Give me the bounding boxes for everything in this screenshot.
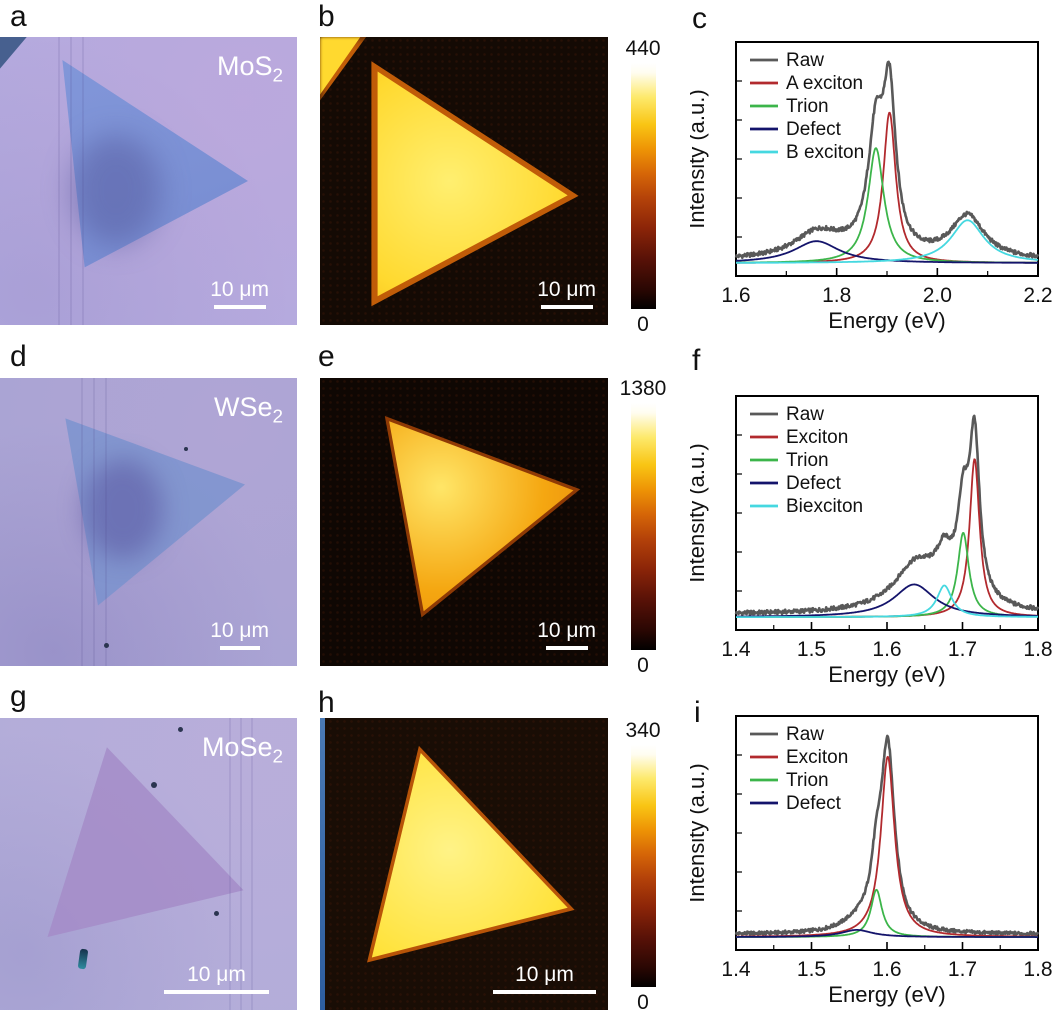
debris-speck: [77, 948, 89, 970]
svg-text:Raw: Raw: [786, 404, 824, 425]
particle-speck: [103, 642, 109, 648]
pl-map-wse2: 10 μm: [320, 378, 608, 666]
svg-text:Defect: Defect: [786, 119, 842, 140]
panel-letter-e: e: [318, 340, 335, 373]
svg-text:Trion: Trion: [786, 96, 829, 117]
contrast-blotch: [71, 134, 162, 245]
panel-letter-f: f: [692, 344, 701, 377]
svg-text:B exciton: B exciton: [786, 142, 864, 163]
substrate-streaks: [47, 37, 90, 325]
scale-bar: 10 μm: [210, 620, 269, 650]
particle-speck: [213, 910, 219, 916]
optical-image-mos2: MoS2 10 μm: [0, 37, 297, 325]
svg-text:Trion: Trion: [786, 770, 829, 791]
svg-text:Energy (eV): Energy (eV): [828, 982, 945, 1007]
colorbar-gradient: [630, 403, 656, 650]
substrate-streaks: [71, 378, 107, 666]
colorbar-max: 340: [625, 719, 661, 742]
svg-text:1.6: 1.6: [721, 284, 750, 307]
colorbar-gradient: [630, 745, 656, 987]
svg-text:Trion: Trion: [786, 450, 829, 471]
colorbar-min: 0: [637, 654, 649, 677]
scale-bar: 10 μm: [537, 620, 596, 650]
svg-text:Raw: Raw: [786, 50, 824, 71]
scale-bar: 10 μm: [493, 964, 596, 994]
scale-bar-line: [540, 305, 593, 309]
optical-image-wse2: WSe2 10 μm: [0, 378, 297, 666]
colorbar-wse2: 1380 0: [618, 376, 668, 680]
scale-bar: 10 μm: [210, 279, 269, 309]
colorbar-mose2: 340 0: [618, 718, 668, 1017]
panel-letter-h: h: [318, 686, 335, 719]
colorbar-mos2: 440 0: [618, 36, 668, 339]
svg-text:1.4: 1.4: [721, 958, 751, 981]
particle-speck: [151, 782, 158, 789]
svg-text:Raw: Raw: [786, 724, 824, 745]
svg-text:Intensity (a.u.): Intensity (a.u.): [690, 89, 709, 228]
panel-letter-g: g: [10, 680, 27, 713]
svg-text:1.5: 1.5: [797, 638, 826, 661]
scale-bar-line: [219, 646, 260, 650]
colorbar-min: 0: [637, 991, 649, 1014]
svg-text:1.4: 1.4: [721, 638, 751, 661]
scale-bar: 10 μm: [164, 964, 269, 994]
svg-text:Energy (eV): Energy (eV): [828, 308, 945, 333]
svg-text:1.7: 1.7: [948, 638, 977, 661]
svg-text:Defect: Defect: [786, 473, 842, 494]
scale-bar: 10 μm: [537, 279, 596, 309]
svg-text:2.0: 2.0: [923, 284, 952, 307]
svg-text:Biexciton: Biexciton: [786, 496, 863, 517]
svg-text:A exciton: A exciton: [786, 73, 863, 94]
svg-text:Intensity (a.u.): Intensity (a.u.): [690, 443, 709, 582]
pl-map-mose2: 10 μm: [320, 718, 608, 1010]
scale-bar-line: [493, 990, 596, 994]
optical-image-mose2: MoSe2 10 μm: [0, 718, 297, 1010]
panel-letter-c: c: [692, 2, 707, 35]
svg-text:1.8: 1.8: [1023, 638, 1052, 661]
svg-text:1.8: 1.8: [822, 284, 851, 307]
svg-text:1.6: 1.6: [872, 958, 901, 981]
svg-text:Energy (eV): Energy (eV): [828, 662, 945, 687]
svg-text:2.2: 2.2: [1023, 284, 1052, 307]
substrate-streaks: [219, 718, 262, 1010]
contrast-blotch: [83, 458, 164, 559]
svg-text:1.7: 1.7: [948, 958, 977, 981]
svg-text:Exciton: Exciton: [786, 747, 848, 768]
colorbar-max: 1380: [619, 377, 667, 400]
scale-bar-line: [213, 305, 266, 309]
svg-text:Intensity (a.u.): Intensity (a.u.): [690, 763, 709, 902]
particle-speck: [178, 726, 184, 732]
svg-text:Defect: Defect: [786, 793, 842, 814]
edge-artifact-stripe: [320, 718, 325, 1010]
colorbar-max: 440: [625, 37, 661, 60]
svg-text:1.6: 1.6: [872, 638, 901, 661]
material-label-mose2: MoSe2: [201, 732, 283, 768]
panel-letter-i: i: [694, 696, 701, 729]
scale-bar-line: [164, 990, 269, 994]
svg-text:1.5: 1.5: [797, 958, 826, 981]
particle-speck: [184, 447, 189, 452]
svg-text:Exciton: Exciton: [786, 427, 848, 448]
colorbar-gradient: [630, 63, 656, 309]
svg-text:1.8: 1.8: [1023, 958, 1052, 981]
colorbar-min: 0: [637, 313, 649, 336]
panel-letter-d: d: [10, 340, 27, 373]
panel-letter-b: b: [318, 0, 335, 33]
pl-map-mos2: 10 μm: [320, 37, 608, 325]
material-label-mos2: MoS2: [216, 51, 283, 87]
panel-letter-a: a: [10, 0, 27, 33]
pl-spectrum-chart-wse2: 1.4 1.5 1.6 1.7 1.8 RawExcitonTrionDefectBiex…: [690, 395, 1053, 687]
material-label-wse2: WSe2: [213, 392, 283, 428]
scale-bar-line: [545, 646, 588, 650]
